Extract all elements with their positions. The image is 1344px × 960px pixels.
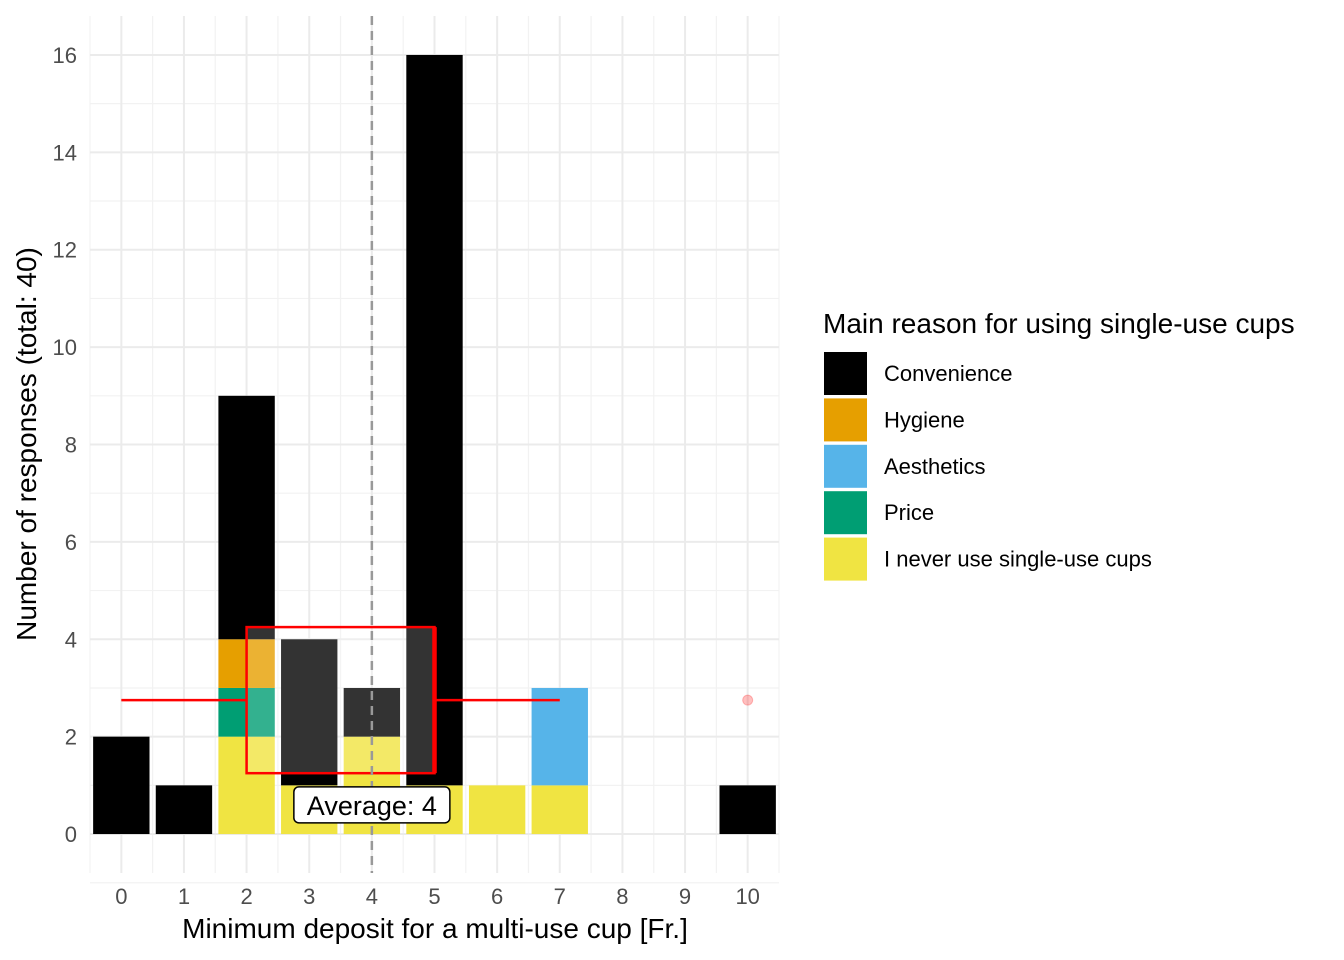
bar-segment — [531, 687, 588, 786]
annotation-text: Average: 4 — [307, 791, 437, 821]
boxplot-box — [245, 625, 436, 775]
legend-swatch — [824, 398, 867, 442]
y-tick-label: 12 — [53, 238, 77, 263]
average-annotation: Average: 4 — [293, 786, 451, 824]
bar-segment — [719, 785, 776, 835]
y-tick-label: 16 — [53, 43, 77, 68]
y-tick-label: 14 — [53, 140, 77, 165]
x-tick-label: 2 — [240, 884, 252, 909]
legend-label: I never use single-use cups — [884, 547, 1152, 572]
x-tick-label: 9 — [679, 884, 691, 909]
legend-label: Convenience — [884, 361, 1012, 386]
bar-segment — [468, 785, 526, 835]
x-tick-labels: 0 1 2 3 4 5 6 7 8 9 10 — [115, 884, 760, 909]
bar-segment — [155, 785, 213, 835]
x-tick-label: 5 — [428, 884, 440, 909]
legend-label: Hygiene — [884, 407, 965, 432]
y-axis-label: Number of responses (total: 40) — [11, 247, 42, 641]
legend-swatch — [824, 444, 867, 488]
y-tick-label: 4 — [65, 627, 77, 652]
y-tick-labels: 0 2 4 6 8 10 12 14 16 — [53, 43, 77, 847]
x-tick-label: 10 — [735, 884, 759, 909]
annotation-box — [293, 786, 451, 824]
x-tick-label: 1 — [178, 884, 190, 909]
legend-swatch — [824, 491, 867, 535]
legend-title: Main reason for using single-use cups — [823, 308, 1295, 339]
y-tick-label: 10 — [53, 335, 77, 360]
boxplot-outlier — [742, 694, 754, 706]
x-tick-label: 0 — [115, 884, 127, 909]
x-axis-label: Minimum deposit for a multi-use cup [Fr.… — [182, 913, 688, 944]
legend-label: Aesthetics — [884, 454, 986, 479]
legend: Main reason for using single-use cups Co… — [823, 308, 1295, 581]
x-tick-label: 6 — [491, 884, 503, 909]
legend-swatch — [824, 352, 867, 395]
bar-segment — [281, 639, 338, 786]
x-tick-label: 4 — [366, 884, 378, 909]
y-tick-label: 6 — [65, 530, 77, 555]
legend-swatch — [824, 537, 867, 581]
x-tick-label: 7 — [554, 884, 566, 909]
legend-label: Price — [884, 500, 934, 525]
bar-segment — [93, 736, 150, 835]
bar-segment — [531, 785, 588, 835]
y-tick-label: 8 — [65, 433, 77, 458]
boxplot — [121, 625, 754, 775]
bar-segment — [218, 395, 275, 640]
x-tick-label: 8 — [616, 884, 628, 909]
x-tick-label: 3 — [303, 884, 315, 909]
y-tick-label: 2 — [65, 725, 77, 750]
y-tick-label: 0 — [65, 822, 77, 847]
